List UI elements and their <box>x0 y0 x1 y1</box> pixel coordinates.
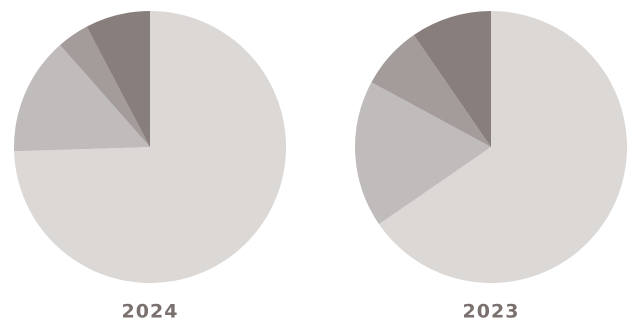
pie-slice <box>13 44 150 152</box>
pie-slice <box>378 11 628 283</box>
pie-slice <box>60 26 150 147</box>
pie-slice <box>355 82 491 225</box>
pie-slice <box>371 34 491 147</box>
pie-slice <box>413 11 491 147</box>
pie-title: 2024 <box>122 301 179 322</box>
pie-title: 2023 <box>463 301 520 322</box>
pie-slice <box>14 11 287 283</box>
pie-slice <box>86 11 150 147</box>
